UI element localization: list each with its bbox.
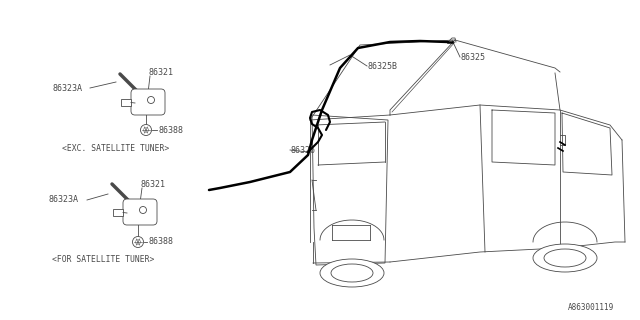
Ellipse shape	[544, 249, 586, 267]
FancyBboxPatch shape	[131, 89, 165, 115]
Text: 86388: 86388	[148, 237, 173, 246]
Ellipse shape	[331, 264, 373, 282]
Text: 86323A: 86323A	[52, 84, 82, 92]
Circle shape	[141, 124, 152, 135]
Polygon shape	[312, 115, 388, 265]
FancyBboxPatch shape	[113, 209, 123, 216]
Text: 86325B: 86325B	[367, 61, 397, 70]
Text: 86388: 86388	[158, 125, 183, 134]
Circle shape	[140, 206, 147, 213]
FancyBboxPatch shape	[123, 199, 157, 225]
FancyBboxPatch shape	[121, 99, 131, 106]
Circle shape	[147, 97, 154, 103]
Ellipse shape	[320, 259, 384, 287]
Text: <EXC. SATELLITE TUNER>: <EXC. SATELLITE TUNER>	[62, 143, 169, 153]
Text: A863001119: A863001119	[568, 303, 614, 313]
Text: 86323A: 86323A	[48, 196, 78, 204]
Text: 86326: 86326	[290, 146, 315, 155]
Text: <FOR SATELLITE TUNER>: <FOR SATELLITE TUNER>	[52, 255, 154, 265]
Text: 86325: 86325	[460, 52, 485, 61]
Ellipse shape	[533, 244, 597, 272]
Text: 86321: 86321	[148, 68, 173, 76]
Text: 86321: 86321	[140, 180, 165, 188]
Circle shape	[132, 236, 143, 247]
